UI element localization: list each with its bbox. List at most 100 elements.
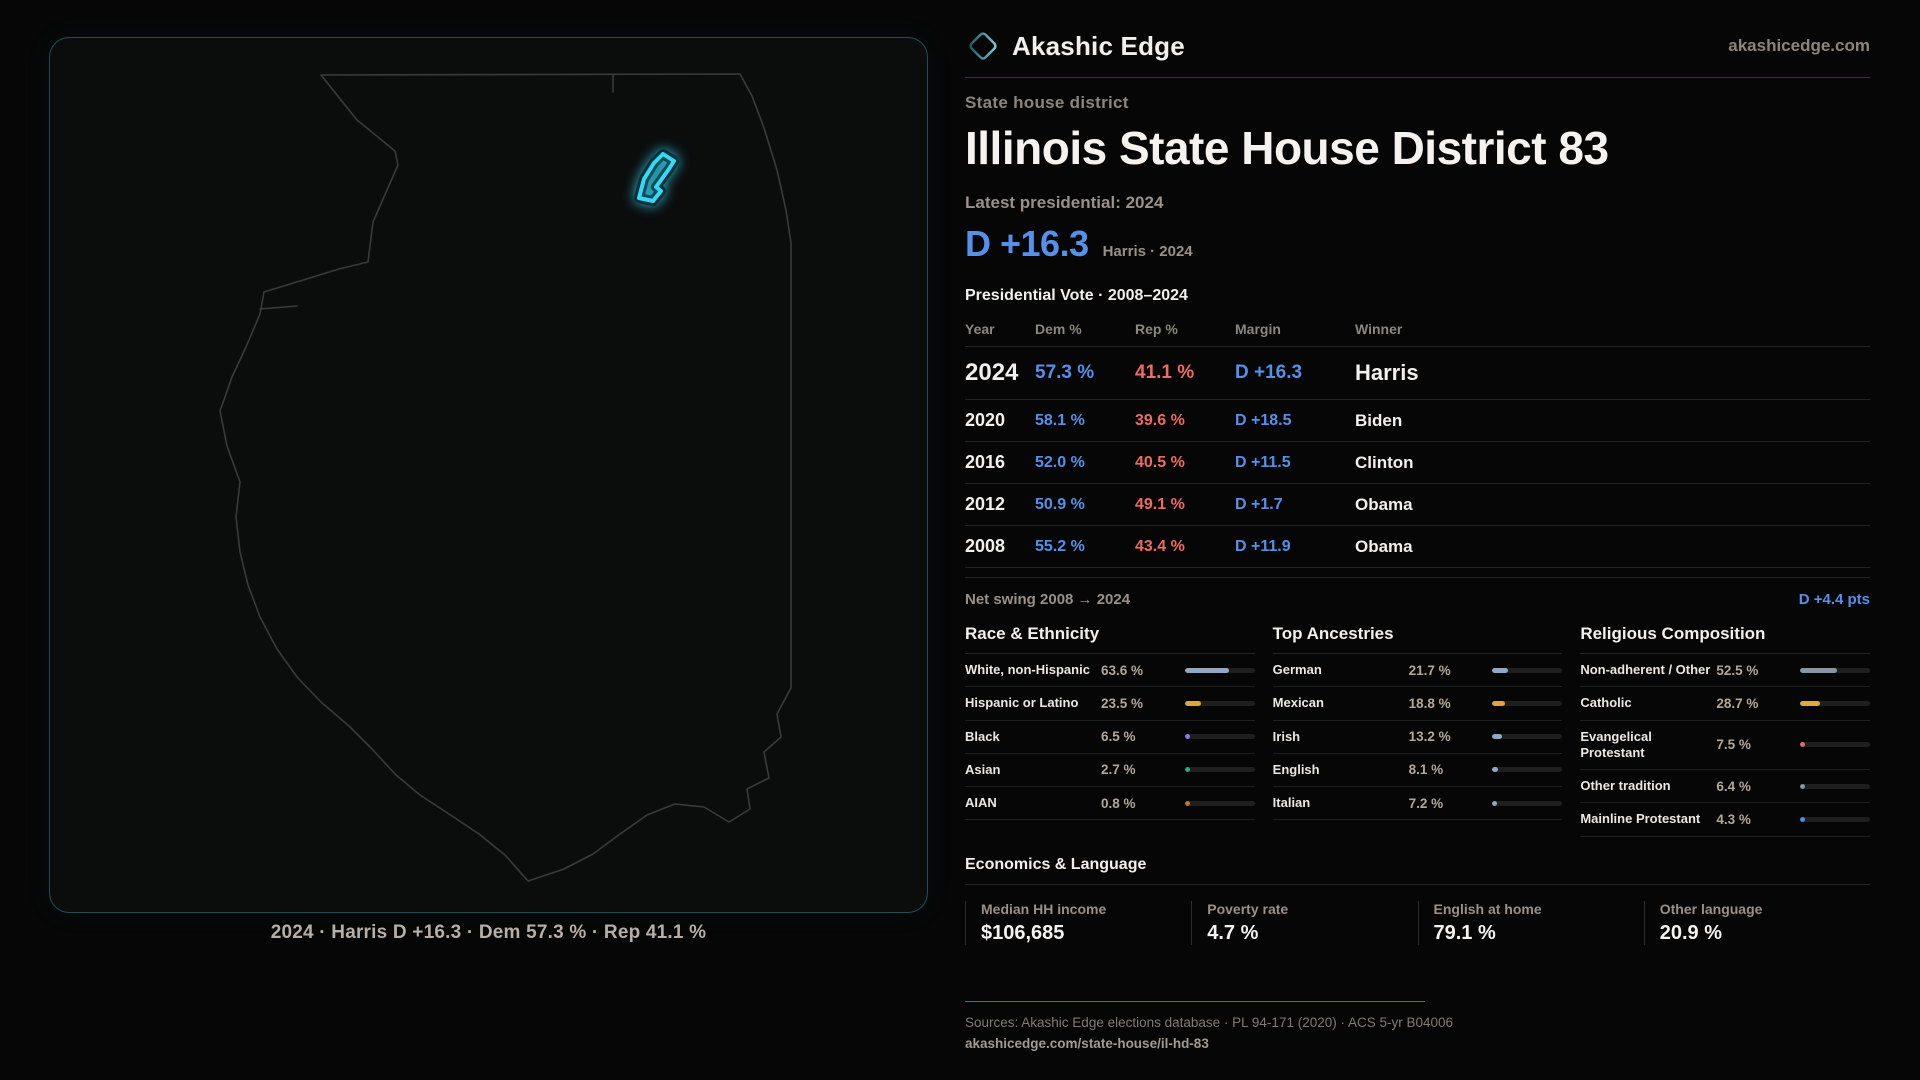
- cell-margin: D +16.3: [1235, 362, 1303, 383]
- stat-value: 2.7 %: [1101, 762, 1136, 778]
- stat-bar-fill: [1184, 767, 1190, 773]
- stat-bar-fill: [1184, 734, 1190, 740]
- stat-bar-fill: [1799, 783, 1805, 789]
- stat-bar-track: [1184, 667, 1255, 673]
- presidential-table: Year Dem % Rep % Margin Winner 2024 57.3 …: [965, 317, 1870, 568]
- map-caption: 2024 · Harris D +16.3 · Dem 57.3 % · Rep…: [270, 922, 707, 943]
- stat-value: 28.7 %: [1716, 695, 1759, 711]
- brand-diamond-icon: [969, 32, 997, 60]
- panel-title: Top Ancestries: [1272, 624, 1563, 654]
- stat-label: Italian: [1272, 795, 1311, 810]
- cell-winner: Biden: [1355, 410, 1403, 430]
- metric-label: Other language: [1659, 900, 1763, 917]
- district-83-shape[interactable]: [634, 149, 679, 206]
- stat-label: Hispanic or Latino: [965, 695, 1079, 711]
- col-year: Year: [965, 321, 995, 337]
- illinois-map: [219, 73, 792, 882]
- stat-bar-track: [1799, 700, 1870, 706]
- pres-table-row: 2020 58.1 % 39.6 % D +18.5 Biden: [965, 400, 1870, 442]
- stat-bar-track: [1492, 767, 1563, 773]
- stat-bar-track: [1799, 742, 1870, 748]
- page-title: Illinois State House District 83: [965, 122, 1609, 174]
- cell-winner: Harris: [1355, 360, 1419, 385]
- stat-row: Irish 13.2 %: [1272, 721, 1563, 754]
- stat-row: Mainline Protestant 4.3 %: [1580, 803, 1870, 837]
- pres-table-row: 2008 55.2 % 43.4 % D +11.9 Obama: [965, 526, 1870, 568]
- stat-bar-fill: [1799, 700, 1821, 706]
- cell-rep-pct: 43.4 %: [1135, 537, 1185, 555]
- demographics-panel: Religious Composition Non-adherent / Othe…: [1580, 624, 1870, 837]
- cell-rep-pct: 41.1 %: [1135, 362, 1195, 383]
- metric-label: Median HH income: [981, 900, 1107, 917]
- net-swing-label: Net swing 2008 → 2024: [965, 591, 1131, 608]
- stat-label: White, non-Hispanic: [965, 662, 1090, 677]
- pres-table-header: Year Dem % Rep % Margin Winner: [965, 317, 1870, 347]
- cell-dem-pct: 50.9 %: [1035, 495, 1085, 513]
- cell-winner: Obama: [1355, 494, 1413, 514]
- metric-value: $106,685: [981, 921, 1065, 944]
- pres-table-row: 2024 57.3 % 41.1 % D +16.3 Harris: [965, 347, 1870, 400]
- cell-year: 2024: [965, 359, 1019, 386]
- stat-bar-track: [1184, 734, 1255, 740]
- stat-bar-fill: [1184, 800, 1190, 806]
- stat-bar-track: [1799, 816, 1870, 822]
- cell-dem-pct: 57.3 %: [1035, 362, 1095, 383]
- stat-value: 6.4 %: [1716, 778, 1751, 794]
- stat-row: White, non-Hispanic 63.6 %: [965, 654, 1255, 688]
- footer-rule: [965, 1000, 1425, 1002]
- stat-value: 52.5 %: [1716, 662, 1759, 678]
- stat-row: AIAN 0.8 %: [965, 787, 1255, 821]
- stat-label: English: [1272, 761, 1320, 777]
- stat-label: Other tradition: [1580, 778, 1671, 793]
- stat-bar-fill: [1184, 667, 1230, 673]
- stat-row: Non-adherent / Other 52.5 %: [1580, 654, 1870, 688]
- illinois-outline: [219, 73, 792, 882]
- permalink[interactable]: akashicedge.com/state-house/il-hd-83: [965, 1035, 1209, 1051]
- stat-value: 18.8 %: [1408, 695, 1451, 711]
- economics-metric: Median HH income $106,685: [965, 900, 1191, 945]
- stat-label: Black: [965, 728, 1000, 744]
- stat-value: 0.8 %: [1101, 795, 1136, 811]
- stat-value: 4.3 %: [1716, 811, 1751, 827]
- stat-bar-track: [1492, 700, 1563, 706]
- latest-presidential-label: Latest presidential: 2024: [965, 193, 1164, 212]
- stat-label: Irish: [1272, 728, 1301, 744]
- metric-value: 79.1 %: [1433, 921, 1496, 944]
- metric-label: Poverty rate: [1207, 900, 1289, 917]
- state-map-panel: [49, 37, 928, 913]
- economics-metrics: Median HH income $106,685 Poverty rate 4.7 …: [965, 900, 1870, 945]
- cell-margin: D +11.5: [1235, 453, 1291, 471]
- demographics-panel: Top Ancestries German 21.7 % Mexican 18.8 % I…: [1272, 624, 1563, 837]
- stat-label: Catholic: [1580, 695, 1632, 711]
- stat-row: Hispanic or Latino 23.5 %: [965, 687, 1255, 721]
- stat-row: Italian 7.2 %: [1272, 787, 1563, 821]
- cell-dem-pct: 55.2 %: [1035, 537, 1085, 555]
- river-spur: [259, 305, 298, 310]
- economics-title: Economics & Language: [965, 856, 1870, 885]
- stat-value: 21.7 %: [1408, 662, 1451, 678]
- col-margin: Margin: [1235, 321, 1281, 337]
- stat-bar-fill: [1492, 767, 1498, 773]
- cell-rep-pct: 39.6 %: [1135, 411, 1185, 429]
- stat-row: Catholic 28.7 %: [1580, 687, 1870, 721]
- stat-bar-track: [1184, 767, 1255, 773]
- demographics-panel: Race & Ethnicity White, non-Hispanic 63.6 …: [965, 624, 1255, 837]
- stat-bar-fill: [1184, 700, 1202, 706]
- economics-metric: English at home 79.1 %: [1417, 900, 1644, 945]
- net-swing-row: Net swing 2008 → 2024 D +4.4 pts: [965, 577, 1870, 608]
- stat-bar-fill: [1492, 700, 1506, 706]
- stat-row: Evangelical Protestant 7.5 %: [1580, 721, 1870, 770]
- stat-bar-track: [1799, 667, 1870, 673]
- stat-value: 13.2 %: [1408, 729, 1451, 745]
- economics-metric: Poverty rate 4.7 %: [1191, 900, 1417, 945]
- brand-site-link[interactable]: akashicedge.com: [1728, 36, 1870, 55]
- stat-label: AIAN: [965, 795, 997, 810]
- stat-bar-track: [1799, 783, 1870, 789]
- stat-row: Mexican 18.8 %: [1272, 687, 1563, 721]
- stat-bar-track: [1492, 667, 1563, 673]
- stat-row: Black 6.5 %: [965, 721, 1255, 754]
- economics-metric: Other language 20.9 %: [1643, 900, 1870, 945]
- stat-value: 8.1 %: [1408, 762, 1444, 778]
- stat-value: 7.5 %: [1716, 737, 1751, 753]
